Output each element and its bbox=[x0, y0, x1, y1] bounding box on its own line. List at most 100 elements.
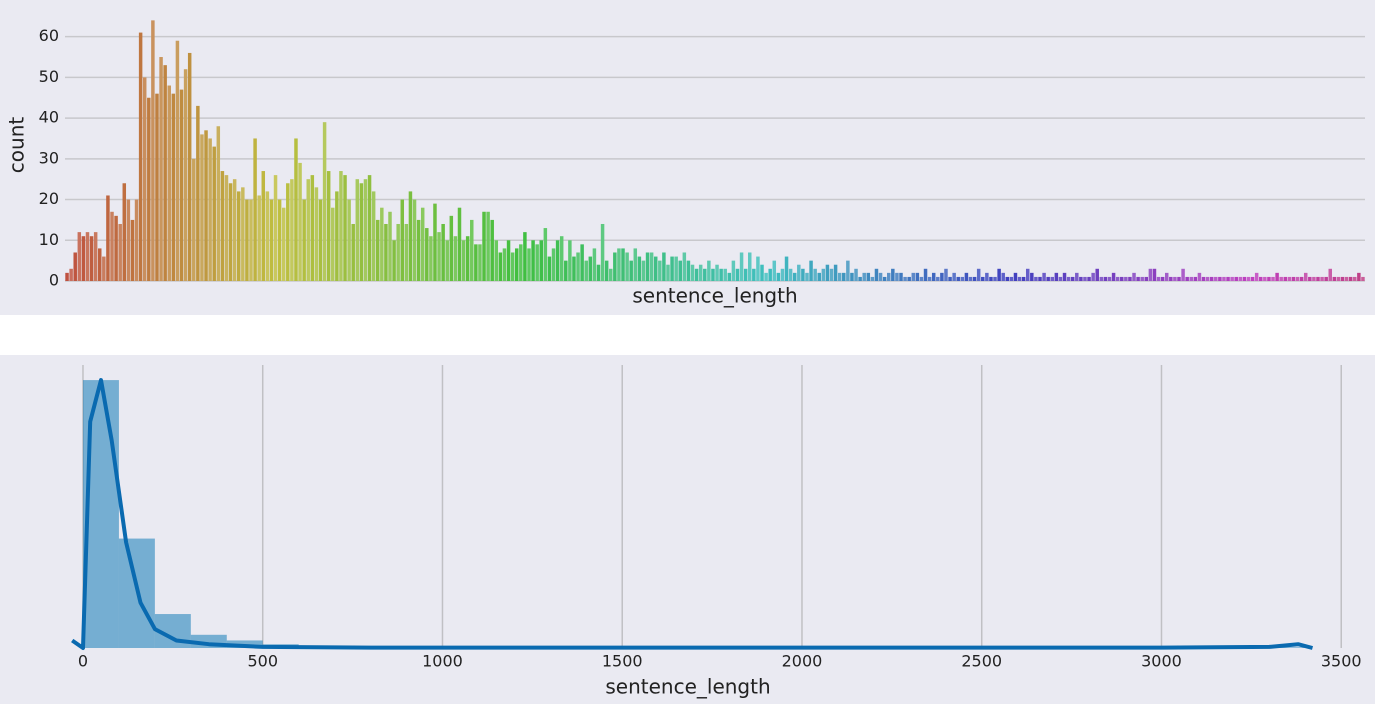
bar bbox=[674, 257, 677, 281]
bar bbox=[989, 277, 992, 281]
bar bbox=[262, 171, 265, 281]
bar bbox=[486, 212, 489, 281]
bar bbox=[1243, 277, 1246, 281]
bar bbox=[433, 204, 436, 281]
bar bbox=[323, 122, 326, 281]
bar bbox=[1185, 277, 1188, 281]
bar bbox=[797, 265, 800, 281]
bar bbox=[1361, 277, 1364, 281]
bar bbox=[372, 191, 375, 281]
bar bbox=[343, 175, 346, 281]
bar bbox=[401, 200, 404, 281]
x-tick-label: 2000 bbox=[782, 652, 823, 671]
bar bbox=[392, 240, 395, 281]
bar bbox=[1337, 277, 1340, 281]
bar bbox=[1132, 273, 1135, 281]
bar bbox=[977, 269, 980, 281]
bar bbox=[1026, 269, 1029, 281]
bar bbox=[1214, 277, 1217, 281]
bar bbox=[110, 212, 113, 281]
bar bbox=[679, 261, 682, 281]
bar bbox=[719, 269, 722, 281]
bar bbox=[879, 273, 882, 281]
y-tick-label: 40 bbox=[39, 108, 59, 127]
bar bbox=[270, 200, 273, 281]
bar bbox=[748, 252, 751, 281]
bar bbox=[229, 183, 232, 281]
bar bbox=[135, 200, 138, 281]
bar bbox=[172, 94, 175, 281]
bar bbox=[294, 138, 297, 281]
bar bbox=[360, 183, 363, 281]
bar bbox=[903, 277, 906, 281]
y-tick-label: 0 bbox=[49, 271, 59, 290]
bar bbox=[646, 252, 649, 281]
bar bbox=[822, 269, 825, 281]
bar bbox=[168, 86, 171, 281]
bar bbox=[176, 41, 179, 281]
bar bbox=[1259, 277, 1262, 281]
bar bbox=[781, 269, 784, 281]
bar bbox=[462, 240, 465, 281]
bar bbox=[527, 248, 530, 281]
bar bbox=[875, 269, 878, 281]
bar bbox=[102, 257, 105, 281]
bar bbox=[266, 191, 269, 281]
bar bbox=[564, 261, 567, 281]
bar bbox=[1067, 277, 1070, 281]
bar bbox=[221, 171, 224, 281]
bar bbox=[952, 273, 955, 281]
bar bbox=[482, 212, 485, 281]
bar bbox=[1140, 277, 1143, 281]
bar bbox=[1308, 277, 1311, 281]
bar bbox=[548, 257, 551, 281]
bar bbox=[1001, 273, 1004, 281]
bar bbox=[180, 90, 183, 281]
bar bbox=[127, 200, 130, 281]
bar bbox=[278, 200, 281, 281]
bar bbox=[282, 208, 285, 281]
bar bbox=[613, 252, 616, 281]
bar bbox=[1353, 277, 1356, 281]
bar bbox=[793, 273, 796, 281]
bar bbox=[1042, 273, 1045, 281]
bar bbox=[826, 265, 829, 281]
bar bbox=[1165, 273, 1168, 281]
bar bbox=[356, 179, 359, 281]
bar bbox=[159, 57, 162, 281]
bar bbox=[1239, 277, 1242, 281]
bar bbox=[1202, 277, 1205, 281]
bar bbox=[237, 191, 240, 281]
bar bbox=[928, 277, 931, 281]
bar bbox=[916, 273, 919, 281]
bar bbox=[1071, 277, 1074, 281]
bar bbox=[384, 224, 387, 281]
bar bbox=[764, 273, 767, 281]
x-tick-label: 2500 bbox=[961, 652, 1002, 671]
bar bbox=[147, 98, 150, 281]
bar bbox=[441, 224, 444, 281]
bar bbox=[1051, 277, 1054, 281]
bar bbox=[1271, 277, 1274, 281]
bar bbox=[1034, 277, 1037, 281]
bar bbox=[568, 240, 571, 281]
bar bbox=[818, 273, 821, 281]
bar bbox=[302, 200, 305, 281]
x-tick-label: 0 bbox=[78, 652, 88, 671]
bar bbox=[478, 244, 481, 281]
bar bbox=[450, 216, 453, 281]
bar bbox=[907, 277, 910, 281]
bar bbox=[437, 232, 440, 281]
bar bbox=[740, 252, 743, 281]
bar bbox=[813, 269, 816, 281]
bar bbox=[858, 277, 861, 281]
bar bbox=[470, 220, 473, 281]
bar bbox=[69, 269, 72, 281]
bar bbox=[531, 240, 534, 281]
bar bbox=[1222, 277, 1225, 281]
bar bbox=[196, 106, 199, 281]
bar bbox=[732, 261, 735, 281]
bar bbox=[1324, 277, 1327, 281]
bar bbox=[1075, 273, 1078, 281]
